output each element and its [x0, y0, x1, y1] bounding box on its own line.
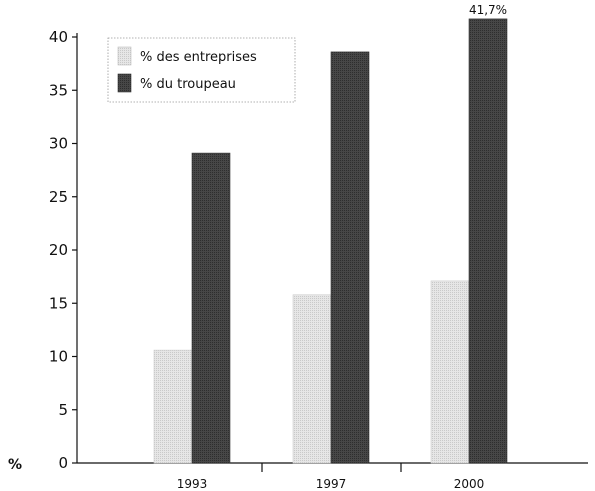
y-tick-label: 20 [49, 241, 68, 259]
x-tick-label: 2000 [454, 477, 485, 491]
y-axis-label: % [8, 457, 22, 473]
data-label: 41,7% [469, 3, 507, 17]
bar-troupeau-1997 [330, 51, 370, 464]
x-axis: 1993 1997 2000 [77, 462, 588, 491]
bar-entreprises-1993 [153, 349, 193, 464]
bar-entreprises-1997 [292, 294, 332, 464]
legend-swatch [117, 46, 132, 66]
legend-box [107, 37, 296, 103]
legend-swatch [117, 73, 132, 93]
legend: % des entreprises % du troupeau [107, 37, 296, 103]
y-tick-label: 30 [49, 135, 68, 153]
legend-label: % des entreprises [140, 50, 257, 65]
bar-troupeau-2000 [468, 18, 508, 464]
y-tick-label: 25 [49, 188, 68, 206]
x-tick-label: 1997 [316, 477, 347, 491]
y-tick-label: 40 [49, 28, 68, 46]
y-tick-label: 15 [49, 294, 68, 312]
y-tick-label: 0 [58, 454, 68, 472]
bars: 41,7% [153, 3, 508, 464]
legend-label: % du troupeau [140, 77, 236, 92]
y-tick-label: 35 [49, 81, 68, 99]
bar-troupeau-1993 [191, 152, 231, 464]
x-tick-label: 1993 [177, 477, 208, 491]
y-tick-label: 10 [49, 348, 68, 366]
bar-entreprises-2000 [430, 280, 470, 464]
y-tick-label: 5 [58, 401, 68, 419]
y-axis: 0 5 10 15 20 25 30 35 40 [49, 28, 78, 472]
